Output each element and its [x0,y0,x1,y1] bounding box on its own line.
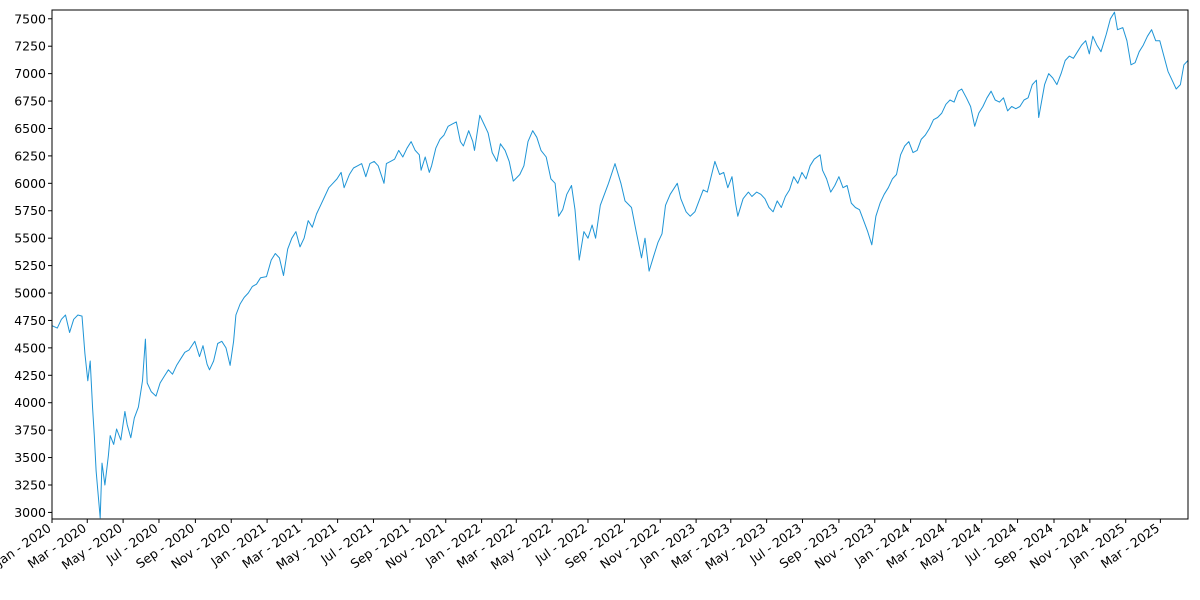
y-tick-label: 7250 [14,39,46,54]
series-line [52,11,1189,519]
y-tick-label: 3000 [14,505,46,520]
series-layer [52,11,1189,519]
y-tick-label: 5000 [14,286,46,301]
plot-frame [51,9,1189,520]
y-tick-label: 3500 [14,450,46,465]
y-tick-label: 5250 [14,258,46,273]
y-axis: 3000 3250 3500 3750 4000 4250 4500 4750 5000 5250… [14,11,52,520]
y-tick-label: 7000 [14,66,46,81]
y-tick-label: 4500 [14,340,46,355]
y-tick-label: 6750 [14,94,46,109]
y-tick-label: 4000 [14,395,46,410]
y-tick-label: 5500 [14,231,46,246]
y-tick-label: 3750 [14,423,46,438]
y-tick-label: 4250 [14,368,46,383]
y-tick-label: 6500 [14,121,46,136]
y-tick-label: 3250 [14,477,46,492]
y-tick-label: 6250 [14,148,46,163]
y-tick-label: 5750 [14,203,46,218]
y-tick-label: 7500 [14,11,46,26]
y-tick-label: 6000 [14,176,46,191]
y-tick-label: 4750 [14,313,46,328]
